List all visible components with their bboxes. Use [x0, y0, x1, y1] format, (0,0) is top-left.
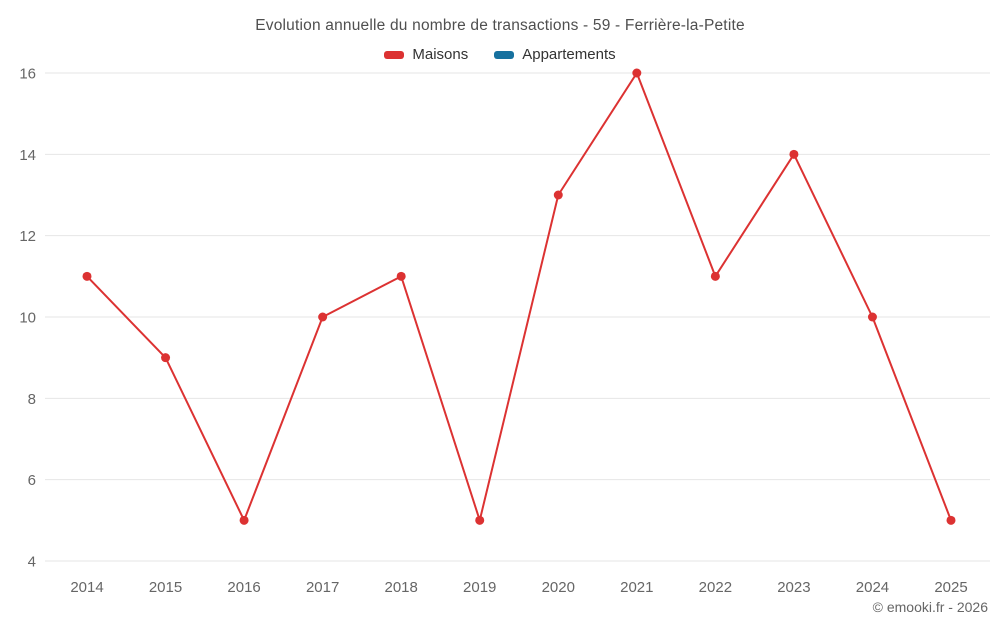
y-tick-label: 12	[19, 228, 36, 245]
y-tick-label: 14	[19, 147, 36, 164]
legend: Maisons Appartements	[0, 46, 1000, 63]
legend-label-appartements: Appartements	[522, 46, 616, 63]
data-point-maisons-2014[interactable]	[82, 271, 92, 281]
legend-swatch-maisons	[384, 50, 405, 59]
legend-label-maisons: Maisons	[412, 46, 469, 63]
x-tick-label: 2015	[149, 579, 182, 596]
data-point-maisons-2020[interactable]	[553, 190, 563, 200]
line-chart-plot: 4 6 8 10 12 14 16 2014 2015 2016 2017 2018 2019 2020 2…	[19, 66, 990, 596]
x-tick-label: 2016	[227, 579, 260, 596]
legend-item-appartements[interactable]: Appartements	[494, 46, 616, 63]
x-tick-label: 2024	[856, 579, 889, 596]
data-point-maisons-2024[interactable]	[867, 312, 877, 322]
legend-swatch-appartements	[494, 50, 515, 59]
chart-title: Evolution annuelle du nombre de transact…	[255, 17, 745, 34]
data-point-maisons-2017[interactable]	[318, 312, 328, 322]
data-point-maisons-2022[interactable]	[710, 271, 720, 281]
x-tick-label: 2021	[620, 579, 653, 596]
attribution: © emooki.fr - 2026	[872, 599, 988, 615]
x-tick-label: 2018	[384, 579, 417, 596]
data-point-maisons-2021[interactable]	[632, 68, 642, 78]
data-point-maisons-2019[interactable]	[475, 515, 485, 525]
y-tick-label: 4	[28, 554, 36, 571]
data-point-maisons-2023[interactable]	[789, 149, 799, 159]
x-tick-label: 2014	[70, 579, 103, 596]
series-line-maisons	[86, 72, 952, 522]
x-tick-label: 2022	[699, 579, 732, 596]
x-tick-label: 2017	[306, 579, 339, 596]
y-tick-label: 16	[19, 66, 36, 83]
data-point-maisons-2025[interactable]	[946, 515, 956, 525]
data-point-maisons-2016[interactable]	[239, 515, 249, 525]
data-point-maisons-2018[interactable]	[396, 271, 406, 281]
y-tick-label: 6	[28, 472, 36, 489]
x-tick-label: 2019	[463, 579, 496, 596]
x-tick-label: 2025	[934, 579, 967, 596]
x-tick-label: 2020	[542, 579, 575, 596]
y-tick-label: 10	[19, 310, 36, 327]
legend-item-maisons[interactable]: Maisons	[384, 46, 468, 63]
x-tick-label: 2023	[777, 579, 810, 596]
data-point-maisons-2015[interactable]	[161, 353, 171, 363]
y-tick-label: 8	[28, 391, 36, 408]
